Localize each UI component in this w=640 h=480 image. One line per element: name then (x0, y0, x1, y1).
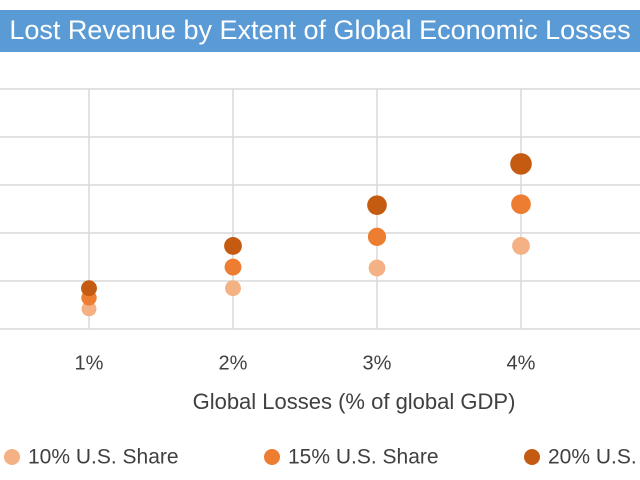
data-point (367, 227, 387, 246)
data-point (510, 153, 532, 175)
x-tick-label: 3% (363, 352, 392, 374)
x-tick-label: 2% (219, 352, 248, 374)
x-tick-label: 1% (75, 352, 104, 374)
legend-label: 20% U.S. Share (548, 446, 640, 469)
legend-marker (524, 449, 540, 465)
title-bar (0, 10, 640, 52)
data-point (81, 301, 97, 317)
legend-marker (4, 449, 20, 465)
data-point (511, 194, 531, 215)
data-point (81, 280, 97, 297)
legend-label: 15% U.S. Share (288, 446, 439, 469)
data-point (367, 195, 387, 215)
legend-marker (264, 449, 280, 465)
data-point (512, 237, 530, 255)
data-point (225, 280, 241, 297)
data-point (224, 258, 242, 276)
x-axis-title: Global Losses (% of global GDP) (193, 389, 516, 414)
data-point (368, 259, 386, 277)
chart-title: Lost Revenue by Extent of Global Economi… (9, 15, 630, 45)
data-point (224, 237, 242, 255)
x-tick-label: 4% (507, 352, 536, 374)
legend-label: 10% U.S. Share (28, 446, 179, 469)
